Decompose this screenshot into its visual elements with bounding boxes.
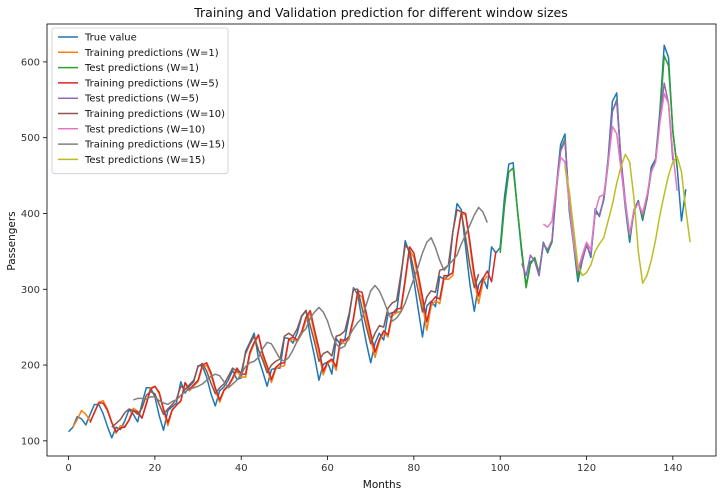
y-tick-label: 600 bbox=[21, 57, 40, 68]
x-axis: 0 20 40 60 80 100 120 140 bbox=[65, 456, 682, 474]
series-line-5 bbox=[111, 208, 480, 428]
chart-title: Training and Validation prediction for d… bbox=[193, 5, 568, 20]
x-tick-label: 40 bbox=[235, 463, 248, 474]
legend-entry: Training predictions (W=15) bbox=[84, 140, 225, 151]
legend-entry: Test predictions (W=10) bbox=[84, 124, 205, 135]
x-tick-label: 140 bbox=[663, 463, 682, 474]
series-line-3 bbox=[89, 211, 497, 433]
y-tick-label: 300 bbox=[21, 285, 40, 296]
y-axis: 100 200 300 400 500 600 bbox=[21, 57, 47, 447]
y-axis-label: Passengers bbox=[6, 211, 18, 270]
legend-entry: Training predictions (W=10) bbox=[84, 109, 225, 120]
x-tick-label: 80 bbox=[408, 463, 421, 474]
y-tick-label: 400 bbox=[21, 209, 40, 220]
legend-entry: Training predictions (W=5) bbox=[84, 78, 219, 89]
x-tick-label: 60 bbox=[321, 463, 334, 474]
legend: True value Training predictions (W=1) Test… bbox=[51, 27, 229, 175]
y-tick-label: 500 bbox=[21, 133, 40, 144]
x-tick-label: 120 bbox=[577, 463, 596, 474]
plot-frame bbox=[46, 23, 717, 457]
x-axis-label: Months bbox=[363, 479, 401, 491]
legend-entry: Test predictions (W=1) bbox=[84, 63, 199, 74]
series-layer bbox=[68, 44, 691, 439]
x-tick-label: 0 bbox=[65, 463, 71, 474]
y-tick-label: 200 bbox=[21, 361, 40, 372]
series-line-7 bbox=[133, 206, 488, 406]
series-line-8 bbox=[564, 153, 691, 284]
legend-box bbox=[51, 27, 229, 175]
y-tick-label: 100 bbox=[21, 436, 40, 447]
legend-entry: Test predictions (W=15) bbox=[84, 155, 205, 166]
x-tick-label: 20 bbox=[149, 463, 162, 474]
legend-entry: True value bbox=[84, 33, 137, 44]
legend-entry: Test predictions (W=5) bbox=[84, 94, 199, 105]
x-tick-label: 100 bbox=[491, 463, 510, 474]
legend-entry: Training predictions (W=1) bbox=[84, 48, 219, 59]
